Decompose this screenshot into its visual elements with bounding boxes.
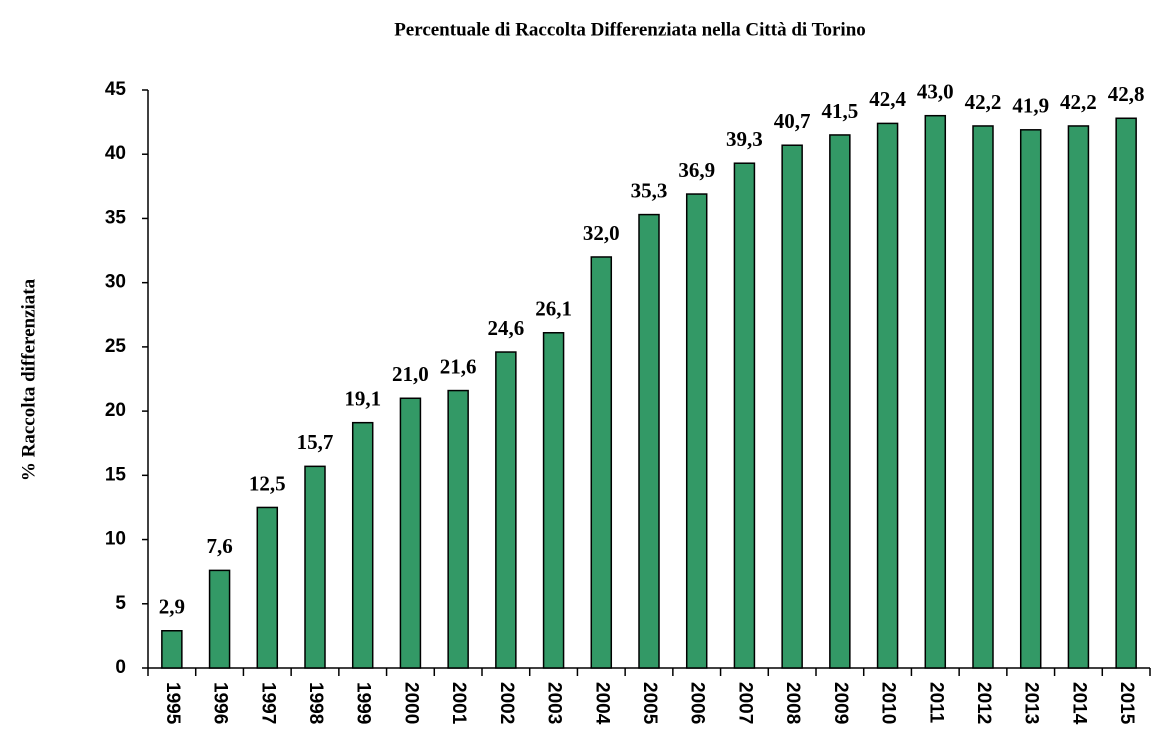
bar xyxy=(161,630,183,669)
value-label: 12,5 xyxy=(249,471,286,495)
x-tick-label: 1995 xyxy=(162,682,183,725)
value-label: 36,9 xyxy=(678,158,715,182)
x-tick-label: 1996 xyxy=(210,682,231,724)
value-label: 42,4 xyxy=(869,87,906,111)
x-tick-label: 2015 xyxy=(1116,682,1137,725)
value-label: 26,1 xyxy=(535,297,572,321)
bar xyxy=(781,144,803,669)
value-label: 35,3 xyxy=(631,178,668,202)
value-label: 42,8 xyxy=(1108,82,1145,106)
bar xyxy=(972,125,994,669)
value-label: 24,6 xyxy=(487,316,524,340)
bar xyxy=(1115,117,1137,669)
y-tick-label: 25 xyxy=(105,336,127,357)
bar xyxy=(256,506,279,669)
value-label: 21,0 xyxy=(392,362,429,386)
y-tick-label: 45 xyxy=(105,79,127,100)
x-tick-label: 2005 xyxy=(639,682,660,725)
bar xyxy=(1019,129,1042,669)
x-tick-label: 2010 xyxy=(878,682,899,724)
value-label: 21,6 xyxy=(440,354,477,378)
x-tick-label: 2003 xyxy=(544,682,565,724)
bar xyxy=(685,193,708,669)
value-label: 43,0 xyxy=(917,80,954,104)
x-tick-label: 2000 xyxy=(400,682,421,724)
x-tick-label: 2004 xyxy=(591,682,612,725)
value-label: 32,0 xyxy=(583,221,620,245)
x-tick-label: 1997 xyxy=(257,682,278,724)
y-tick-label: 30 xyxy=(105,272,126,293)
bar xyxy=(638,213,660,669)
x-tick-label: 2013 xyxy=(1021,682,1042,724)
x-tick-label: 2009 xyxy=(830,682,851,724)
y-tick-label: 0 xyxy=(115,657,126,678)
y-tick-label: 5 xyxy=(115,593,126,614)
x-tick-label: 1998 xyxy=(305,682,326,724)
value-label: 15,7 xyxy=(297,430,334,454)
value-label: 41,9 xyxy=(1012,94,1049,118)
bar xyxy=(733,162,756,669)
y-tick-label: 40 xyxy=(105,143,126,164)
value-label: 41,5 xyxy=(821,99,858,123)
bar xyxy=(924,114,947,669)
x-tick-label: 1999 xyxy=(353,682,374,724)
x-tick-label: 2011 xyxy=(925,682,946,724)
bar xyxy=(447,389,469,669)
bar xyxy=(304,465,326,669)
bar xyxy=(399,397,422,669)
value-label: 7,6 xyxy=(206,534,232,558)
y-tick-label: 10 xyxy=(105,529,126,550)
y-axis-label: % Raccolta differenziata xyxy=(18,278,39,481)
bar xyxy=(208,569,231,669)
x-tick-label: 2008 xyxy=(782,682,803,724)
value-label: 42,2 xyxy=(965,90,1002,114)
y-tick-label: 35 xyxy=(105,207,127,228)
bar xyxy=(590,256,613,669)
y-tick-label: 15 xyxy=(105,464,127,485)
value-label: 2,9 xyxy=(159,595,185,619)
value-label: 42,2 xyxy=(1060,90,1097,114)
bar xyxy=(876,122,899,669)
x-tick-label: 2012 xyxy=(973,682,994,724)
bar xyxy=(1067,125,1090,669)
value-label: 39,3 xyxy=(726,127,763,151)
chart-title: Percentuale di Raccolta Differenziata ne… xyxy=(394,19,866,40)
value-label: 19,1 xyxy=(344,386,381,410)
x-tick-label: 2014 xyxy=(1068,682,1089,725)
bar xyxy=(351,421,374,669)
bar xyxy=(495,351,517,669)
y-tick-label: 20 xyxy=(105,400,126,421)
bar xyxy=(542,332,565,669)
x-tick-label: 2007 xyxy=(734,682,755,724)
value-label: 40,7 xyxy=(774,109,811,133)
x-tick-label: 2006 xyxy=(687,682,708,724)
bar xyxy=(829,134,851,669)
x-tick-label: 2002 xyxy=(496,682,517,724)
x-tick-label: 2001 xyxy=(448,682,469,725)
